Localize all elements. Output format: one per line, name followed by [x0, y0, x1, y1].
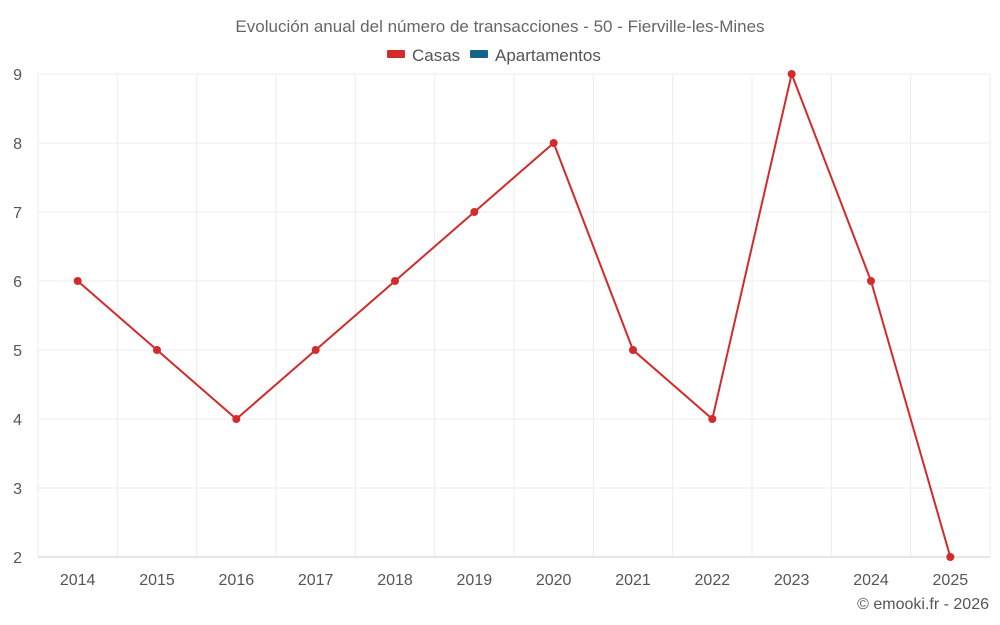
data-point-casas[interactable]	[946, 553, 955, 561]
chart-title: Evolución anual del número de transaccio…	[235, 17, 764, 36]
credit-text: © emooki.fr - 2026	[857, 596, 989, 613]
x-tick-label: 2023	[774, 572, 810, 589]
y-tick-label: 4	[13, 412, 22, 429]
legend-swatch-apartamentos	[470, 50, 488, 58]
legend-swatch-casas	[387, 50, 405, 58]
x-tick-label: 2014	[60, 572, 96, 589]
x-tick-label: 2019	[457, 572, 493, 589]
legend: Casas Apartamentos	[387, 46, 601, 65]
data-point-casas[interactable]	[470, 208, 479, 216]
y-tick-label: 9	[13, 67, 22, 84]
y-tick-label: 5	[13, 343, 22, 360]
data-point-casas[interactable]	[549, 139, 558, 147]
legend-item-apartamentos[interactable]: Apartamentos	[470, 46, 601, 65]
y-tick-label: 8	[13, 136, 22, 153]
y-tick-label: 2	[13, 550, 22, 567]
x-tick-label: 2017	[298, 572, 334, 589]
x-tick-label: 2015	[139, 572, 175, 589]
data-point-casas[interactable]	[867, 277, 875, 285]
data-point-casas[interactable]	[73, 277, 82, 285]
y-tick-label: 6	[13, 274, 22, 291]
data-point-casas[interactable]	[391, 277, 399, 285]
y-axis: 2 3 4 5 6 7 8 9	[13, 67, 22, 567]
data-point-casas[interactable]	[311, 346, 320, 354]
legend-label-casas: Casas	[412, 46, 460, 65]
legend-item-casas[interactable]: Casas	[387, 46, 460, 65]
x-tick-label: 2021	[615, 572, 651, 589]
series-casas	[73, 70, 955, 561]
x-tick-label: 2022	[695, 572, 731, 589]
x-tick-label: 2018	[377, 572, 413, 589]
x-tick-label: 2025	[933, 572, 969, 589]
y-tick-label: 7	[13, 205, 22, 222]
data-point-casas[interactable]	[153, 346, 161, 354]
data-point-casas[interactable]	[787, 70, 796, 78]
series-line-casas	[77, 70, 952, 558]
data-point-casas[interactable]	[708, 415, 717, 423]
x-tick-label: 2024	[853, 572, 889, 589]
grid	[37, 73, 991, 557]
data-point-casas[interactable]	[232, 415, 241, 423]
x-axis: 2014 2015 2016 2017 2018 2019 2020 2021 2022 2023…	[38, 556, 990, 589]
legend-label-apartamentos: Apartamentos	[495, 46, 601, 65]
x-tick-label: 2020	[536, 572, 572, 589]
x-tick-label: 2016	[219, 572, 255, 589]
data-point-casas[interactable]	[629, 346, 637, 354]
y-tick-label: 3	[13, 481, 22, 498]
